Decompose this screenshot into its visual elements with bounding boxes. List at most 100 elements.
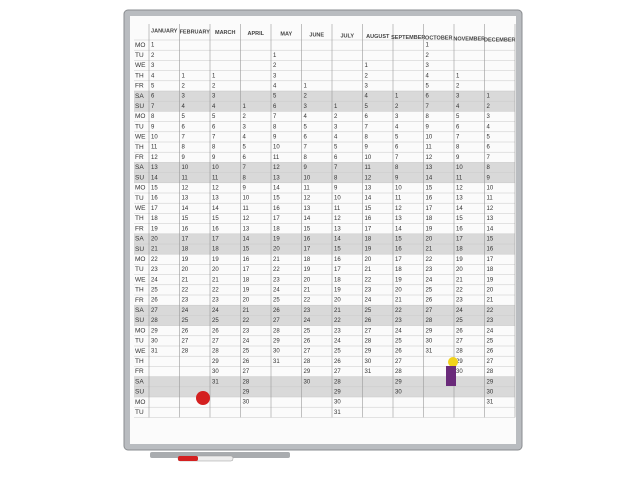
day-number: 30 bbox=[273, 349, 280, 355]
weekday-label: TH bbox=[135, 72, 144, 79]
day-number: 19 bbox=[426, 226, 433, 232]
weekday-label: MO bbox=[135, 256, 145, 263]
day-number: 10 bbox=[365, 155, 372, 161]
weekend-row bbox=[134, 101, 515, 112]
day-number: 18 bbox=[365, 236, 372, 242]
day-number: 2 bbox=[304, 94, 308, 100]
weekday-label: FR bbox=[135, 83, 144, 90]
day-number: 5 bbox=[273, 94, 277, 100]
day-number: 4 bbox=[365, 94, 369, 100]
day-number: 6 bbox=[243, 155, 247, 161]
day-number: 4 bbox=[395, 124, 399, 130]
day-number: 19 bbox=[304, 267, 311, 273]
day-number: 5 bbox=[395, 134, 399, 140]
day-number: 11 bbox=[426, 145, 433, 151]
day-number: 17 bbox=[243, 267, 250, 273]
day-number: 16 bbox=[304, 236, 311, 242]
weekday-label: SU bbox=[135, 174, 144, 181]
day-number: 3 bbox=[487, 114, 491, 120]
planner-grid: MO TU WE TH FR SA SU MO TU WE TH FR SA SU MO TU WE TH FR SA… bbox=[134, 24, 516, 418]
day-number: 23 bbox=[334, 328, 341, 334]
day-number: 28 bbox=[151, 318, 158, 324]
day-number: 9 bbox=[151, 124, 155, 130]
day-number: 8 bbox=[182, 145, 186, 151]
day-number: 8 bbox=[456, 145, 460, 151]
day-number: 19 bbox=[365, 247, 372, 253]
day-number: 29 bbox=[273, 338, 280, 344]
day-number: 29 bbox=[243, 389, 250, 395]
day-number: 14 bbox=[395, 226, 402, 232]
day-number: 1 bbox=[212, 73, 216, 79]
weekday-label: SU bbox=[135, 317, 144, 324]
day-number: 1 bbox=[426, 43, 430, 49]
day-number: 22 bbox=[365, 277, 372, 283]
month-header: JUNE bbox=[309, 32, 324, 38]
day-number: 16 bbox=[182, 226, 189, 232]
day-number: 18 bbox=[243, 277, 250, 283]
day-number: 28 bbox=[212, 349, 219, 355]
day-number: 10 bbox=[304, 175, 311, 181]
day-number: 1 bbox=[273, 53, 277, 59]
day-number: 21 bbox=[273, 257, 280, 263]
day-number: 23 bbox=[304, 308, 311, 314]
day-number: 6 bbox=[426, 94, 430, 100]
day-number: 28 bbox=[273, 328, 280, 334]
day-number: 2 bbox=[151, 53, 155, 59]
day-number: 15 bbox=[365, 206, 372, 212]
day-number: 25 bbox=[151, 287, 158, 293]
day-number: 21 bbox=[456, 277, 463, 283]
day-number: 29 bbox=[304, 369, 311, 375]
day-number: 27 bbox=[243, 369, 250, 375]
day-number: 31 bbox=[212, 379, 219, 385]
day-number: 21 bbox=[487, 298, 494, 304]
day-number: 30 bbox=[334, 400, 341, 406]
day-number: 2 bbox=[456, 83, 460, 89]
day-number: 15 bbox=[334, 247, 341, 253]
day-number: 7 bbox=[456, 134, 460, 140]
day-number: 27 bbox=[212, 338, 219, 344]
day-number: 10 bbox=[334, 196, 341, 202]
day-number: 8 bbox=[395, 165, 399, 171]
day-number: 25 bbox=[395, 338, 402, 344]
day-number: 4 bbox=[212, 104, 216, 110]
day-number: 29 bbox=[487, 379, 494, 385]
day-number: 24 bbox=[334, 338, 341, 344]
day-number: 11 bbox=[243, 206, 250, 212]
weekday-label: SA bbox=[135, 93, 144, 100]
day-number: 23 bbox=[212, 298, 219, 304]
day-number: 12 bbox=[487, 206, 494, 212]
day-number: 15 bbox=[273, 196, 280, 202]
day-number: 13 bbox=[487, 216, 494, 222]
day-number: 14 bbox=[304, 216, 311, 222]
day-number: 9 bbox=[487, 175, 491, 181]
day-number: 21 bbox=[212, 277, 219, 283]
day-number: 3 bbox=[426, 63, 430, 69]
day-number: 1 bbox=[487, 94, 491, 100]
day-number: 30 bbox=[151, 338, 158, 344]
day-number: 14 bbox=[334, 236, 341, 242]
day-number: 19 bbox=[456, 257, 463, 263]
day-number: 5 bbox=[151, 83, 155, 89]
day-number: 27 bbox=[365, 328, 372, 334]
day-number: 4 bbox=[243, 134, 247, 140]
day-number: 25 bbox=[365, 308, 372, 314]
day-number: 17 bbox=[182, 236, 189, 242]
day-number: 25 bbox=[304, 328, 311, 334]
weekend-row bbox=[134, 386, 515, 397]
day-number: 17 bbox=[365, 226, 372, 232]
day-number: 15 bbox=[182, 216, 189, 222]
day-number: 11 bbox=[151, 145, 158, 151]
day-number: 17 bbox=[151, 206, 158, 212]
day-number: 1 bbox=[456, 73, 460, 79]
day-number: 2 bbox=[487, 104, 491, 110]
day-number: 19 bbox=[182, 257, 189, 263]
day-number: 20 bbox=[365, 257, 372, 263]
weekday-label: MO bbox=[135, 399, 145, 406]
month-header: MAY bbox=[280, 32, 292, 38]
day-number: 27 bbox=[151, 308, 158, 314]
day-number: 12 bbox=[212, 185, 219, 191]
day-number: 15 bbox=[456, 216, 463, 222]
day-number: 26 bbox=[151, 298, 158, 304]
day-number: 26 bbox=[273, 308, 280, 314]
day-number: 25 bbox=[212, 318, 219, 324]
